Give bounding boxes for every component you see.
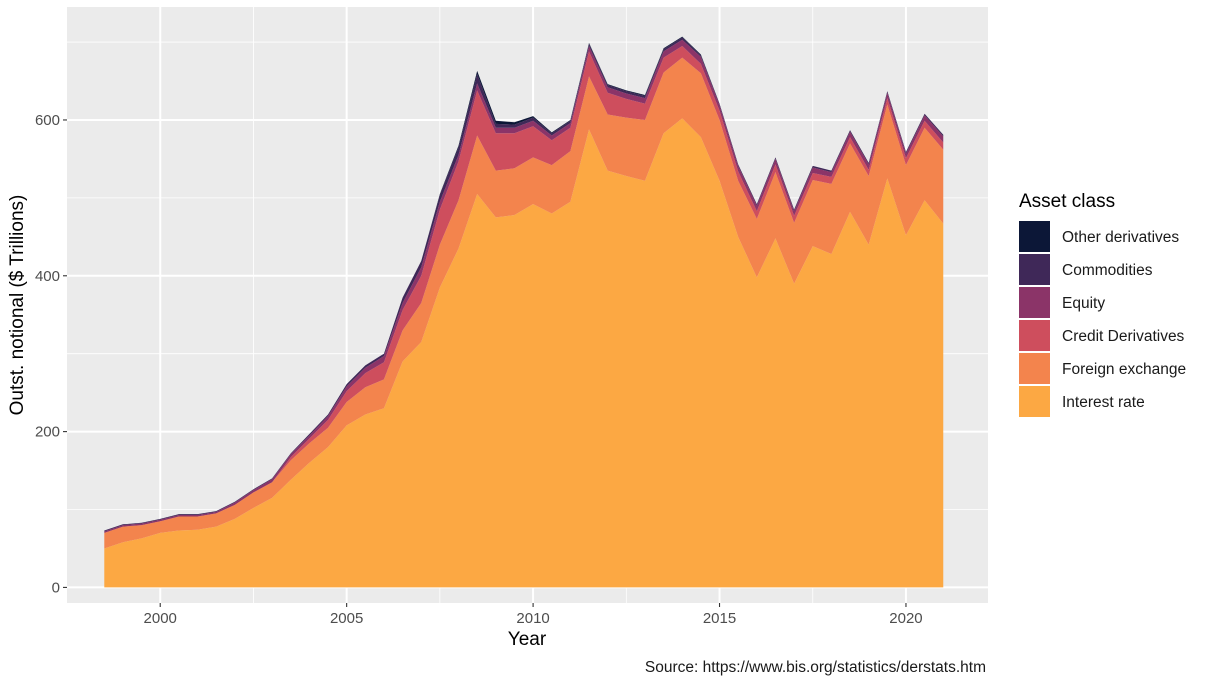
legend: Asset class Other derivatives Commodities… xyxy=(1019,191,1186,417)
x-tick-label: 2015 xyxy=(703,610,736,627)
legend-swatch-interest-rate xyxy=(1019,386,1050,417)
x-tick-label: 2000 xyxy=(144,610,177,627)
x-tick-label: 2005 xyxy=(330,610,363,627)
legend-swatch-commodities xyxy=(1019,254,1050,285)
y-tick-label: 400 xyxy=(35,268,60,285)
area-interest-rate xyxy=(104,118,944,588)
area-credit-derivatives xyxy=(104,45,944,533)
legend-swatch-other-derivatives xyxy=(1019,221,1050,252)
legend-label-credit-derivatives: Credit Derivatives xyxy=(1062,328,1185,345)
y-axis-title: Outst. notional ($ Trillions) xyxy=(7,195,28,416)
y-tick-label: 0 xyxy=(52,579,60,596)
legend-label-foreign-exchange: Foreign exchange xyxy=(1062,361,1186,378)
y-axis-ticks: 0 200 400 600 xyxy=(35,112,67,596)
x-tick-label: 2010 xyxy=(516,610,549,627)
legend-swatch-foreign-exchange xyxy=(1019,353,1050,384)
x-tick-label: 2020 xyxy=(889,610,922,627)
legend-label-interest-rate: Interest rate xyxy=(1062,394,1145,411)
legend-swatch-equity xyxy=(1019,287,1050,318)
legend-label-commodities: Commodities xyxy=(1062,262,1153,279)
x-axis-title: Year xyxy=(508,629,547,650)
y-tick-label: 600 xyxy=(35,112,60,129)
legend-swatch-credit-derivatives xyxy=(1019,320,1050,351)
x-axis-ticks: 2000 2005 2010 2015 2020 xyxy=(144,603,923,627)
y-tick-label: 200 xyxy=(35,424,60,441)
area-foreign-exchange xyxy=(104,57,944,549)
legend-label-other-derivatives: Other derivatives xyxy=(1062,229,1179,246)
legend-label-equity: Equity xyxy=(1062,295,1105,312)
legend-title: Asset class xyxy=(1019,191,1115,212)
stacked-areas xyxy=(104,36,944,588)
source-caption: Source: https://www.bis.org/statistics/d… xyxy=(645,659,986,676)
